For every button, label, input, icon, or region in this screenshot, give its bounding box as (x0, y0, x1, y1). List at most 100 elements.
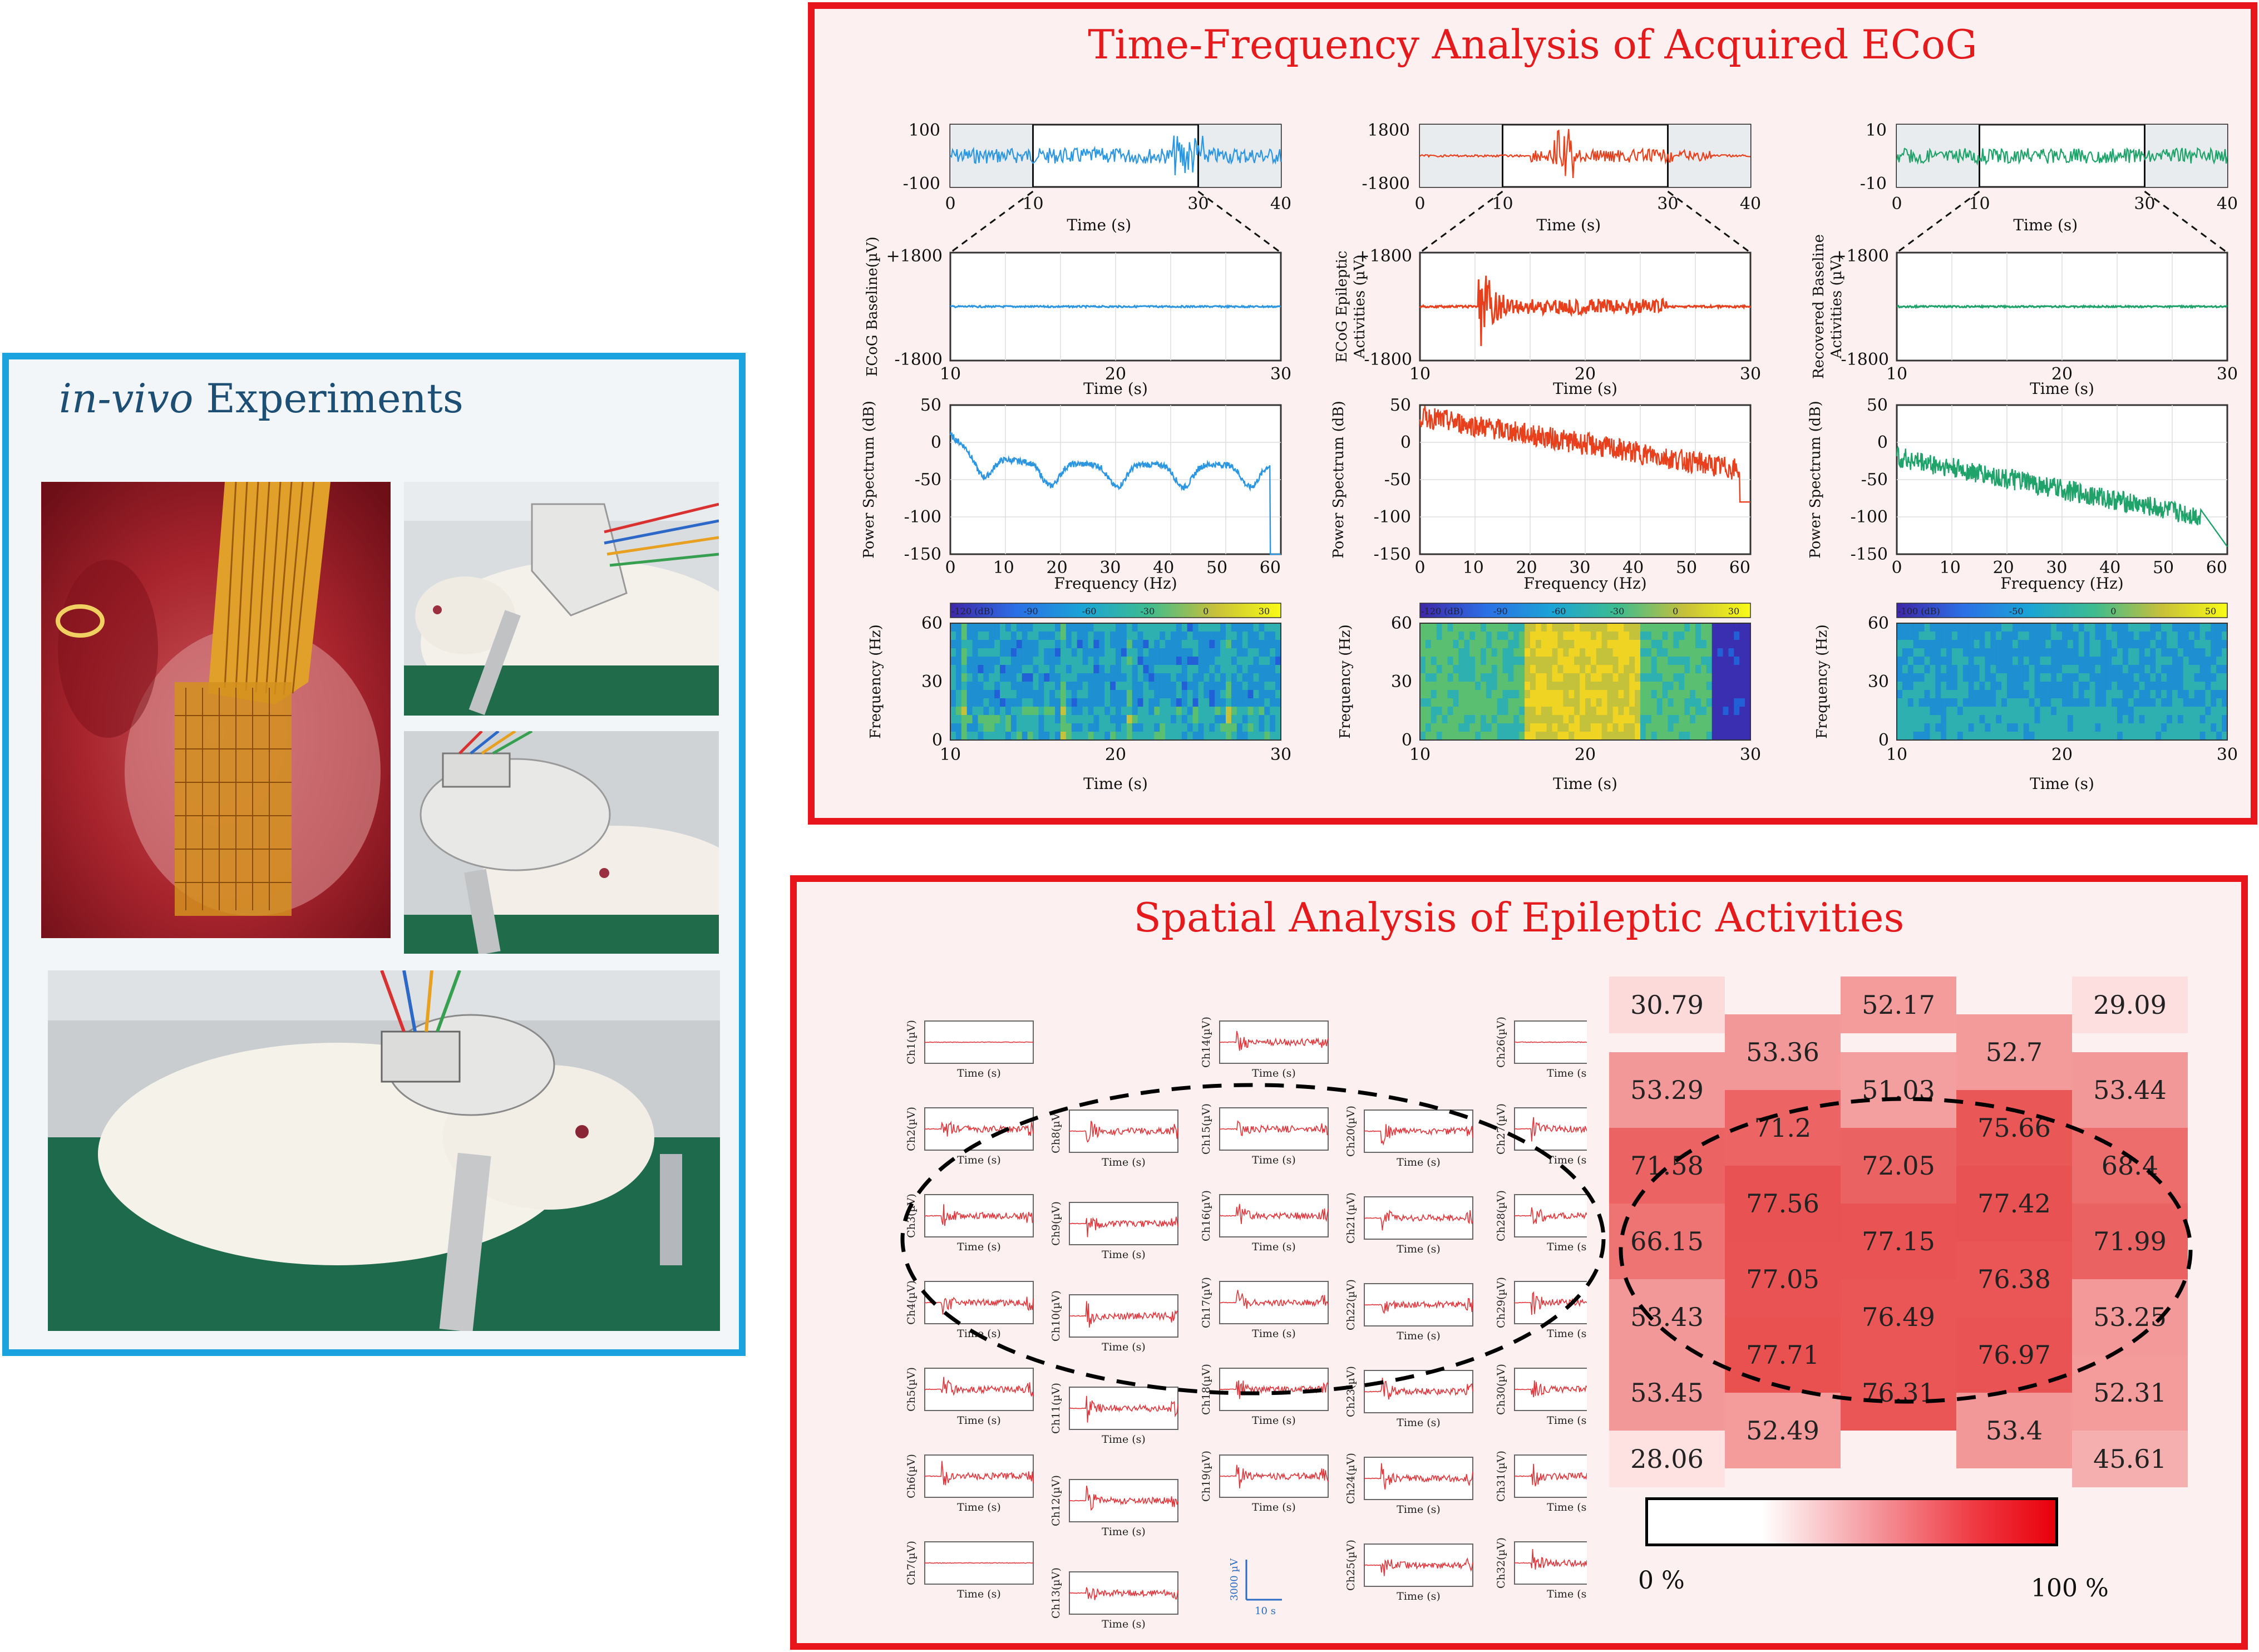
spectrogram-cell (1038, 632, 1044, 640)
spectrogram-cell (2012, 732, 2019, 741)
spectrogram-cell (1110, 715, 1116, 724)
spectrogram-cell (2073, 623, 2079, 632)
spectrogram-cell (989, 665, 995, 674)
spectrogram-cell (1204, 690, 1210, 699)
spectrogram-cell (1546, 673, 1553, 682)
spectrogram-cell (1010, 640, 1017, 649)
spectrogram-cell (1160, 648, 1166, 657)
spectrogram-cell (1985, 632, 1991, 640)
spectrogram-cell (2012, 690, 2019, 699)
spectrogram-cell (1941, 715, 1947, 724)
spectrogram-cell (1176, 715, 1182, 724)
spectrogram-cell (1425, 632, 1432, 640)
spectrogram-cell (1259, 682, 1265, 691)
spectrogram-cell (1215, 732, 1221, 741)
spectrogram-cell (1502, 657, 1508, 665)
spectrogram-cell (1607, 665, 1614, 674)
spectrogram-cell (1563, 648, 1569, 657)
spectrogram-cell (1618, 673, 1624, 682)
spectrogram-cell (983, 715, 989, 724)
spectrogram-cell (1005, 648, 1012, 657)
spectrogram-cell (1198, 665, 1204, 674)
photo-rat-full-body (48, 970, 720, 1331)
spectrogram-cell (1165, 707, 1171, 716)
spectrogram-cell (1497, 657, 1503, 665)
spectrogram-cell (1066, 698, 1072, 707)
spectrogram-cell (2156, 690, 2162, 699)
spectrogram-cell (1247, 715, 1254, 724)
spectrogram-cell (1071, 648, 1078, 657)
spectrogram-cell (1088, 648, 1094, 657)
spectrogram-cell (1204, 648, 1210, 657)
spectrogram-cell (2188, 682, 2195, 691)
spectrogram-cell (961, 682, 968, 691)
channel-label: Ch27(µV) (1495, 1103, 1507, 1155)
spectrogram-cell (1126, 698, 1133, 707)
spectrogram-cell (2040, 632, 2046, 640)
channel-label: Ch13(µV) (1050, 1567, 1062, 1619)
spectrogram-cell (1979, 707, 1985, 716)
overview-ytick-top: 10 (1866, 121, 1887, 140)
spectrogram-cell (1447, 690, 1453, 699)
spectrogram-cell (966, 648, 973, 657)
spectrogram-cell (2167, 640, 2173, 649)
psd-xlabel: Frequency (Hz) (2000, 574, 2123, 593)
spectrogram-cell (2177, 648, 2184, 657)
spectrogram-cell (972, 723, 979, 732)
spectrogram-cell (1204, 698, 1210, 707)
spectrogram-cell (2172, 665, 2178, 674)
spectrogram-cell (1099, 715, 1105, 724)
spectrogram-cell (1640, 732, 1646, 741)
spectrogram-cell (1464, 640, 1470, 649)
spectrogram-ylabel: Frequency (Hz) (1337, 624, 1354, 739)
spectrogram-cell (2211, 657, 2217, 665)
spectrogram-cell (1061, 707, 1067, 716)
channel-plot: Ch31(µV)Time (s) (1495, 1451, 1587, 1513)
spectrogram-cell (983, 640, 989, 649)
spectrogram-cell (2150, 623, 2156, 632)
spectrogram-cell (2211, 732, 2217, 741)
spectrogram-cell (1946, 632, 1952, 640)
spectrogram-cell (2144, 723, 2151, 732)
channel-xlabel: Time (s) (1547, 1067, 1587, 1079)
spectrogram-cell (2018, 640, 2024, 649)
spectrogram-cell (1907, 632, 1914, 640)
spectrogram-cell (1027, 682, 1034, 691)
spectrogram-cell (1924, 723, 1930, 732)
spectrogram-cell (1215, 640, 1221, 649)
psd-ytick: 0 (1400, 433, 1411, 452)
spectrogram-cell (1530, 682, 1536, 691)
spectrogram-cell (1629, 640, 1635, 649)
spectrogram-cell (1486, 673, 1492, 682)
spectrogram-cell (2133, 698, 2140, 707)
channel-label: Ch7(µV) (905, 1541, 918, 1585)
spectrogram-cell (1148, 623, 1155, 632)
spectrogram-cell (2205, 640, 2211, 649)
spectrogram-cell (2062, 657, 2068, 665)
spectrogram-cell (2106, 623, 2112, 632)
spectrogram-cell (1957, 665, 1964, 674)
spectrogram-cell (1590, 690, 1597, 699)
spectrogram-cell (989, 732, 995, 741)
spectrogram-cell (1651, 640, 1658, 649)
spectrogram-cell (1458, 648, 1464, 657)
spectrogram-cell (2051, 698, 2057, 707)
spectrogram-cell (2001, 690, 2008, 699)
spectrogram-cell (1996, 623, 2002, 632)
spectrogram-cell (1192, 632, 1199, 640)
spectrogram-cell (1116, 723, 1122, 732)
spectrogram-cell (2128, 673, 2134, 682)
spectrogram-cell (950, 723, 956, 732)
spectrogram-cell (1974, 723, 1980, 732)
psd-xtick: 20 (1993, 558, 2014, 578)
spectrogram-cell (2117, 648, 2123, 657)
heatmap-cell: 45.61 (2072, 1431, 2188, 1487)
spectrogram-cell (1968, 682, 1975, 691)
spectrogram-cell (1044, 715, 1050, 724)
spectrogram-cell (1557, 707, 1563, 716)
spectrogram-ytick: 30 (921, 672, 943, 692)
spectrogram-cell (1745, 665, 1751, 674)
spectrogram-cell (1192, 732, 1199, 741)
spectrogram-cell (1137, 698, 1144, 707)
spectrogram-cell (1723, 665, 1729, 674)
